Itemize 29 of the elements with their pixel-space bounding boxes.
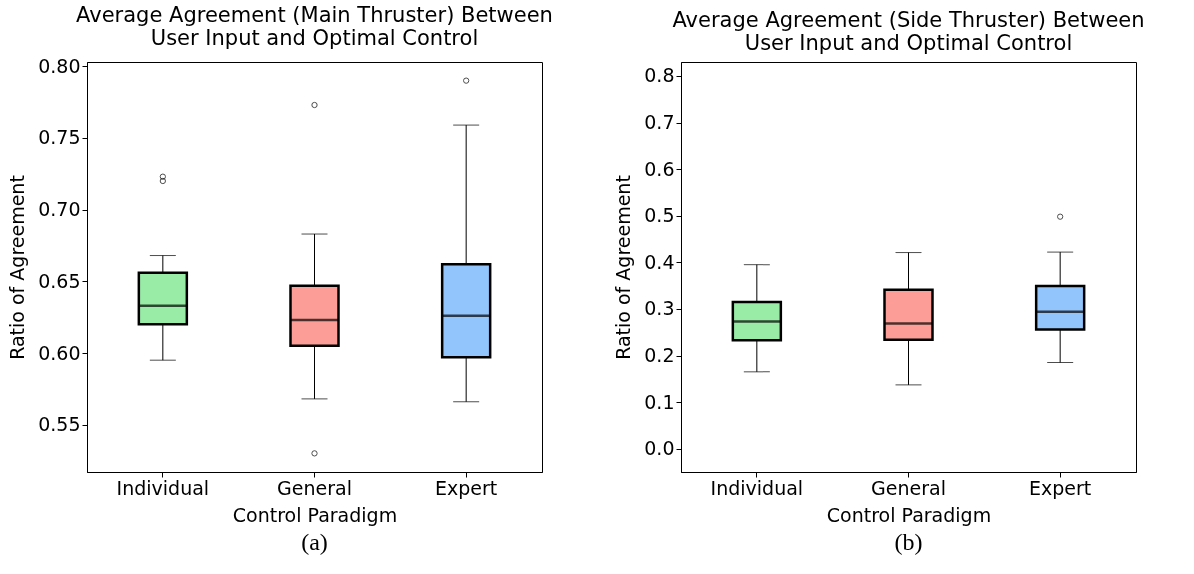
x-tick-label: General xyxy=(277,476,352,499)
y-tick-label: 0.5 xyxy=(644,204,675,227)
y-tick-label: 0.0 xyxy=(644,437,675,460)
y-tick-label: 0.6 xyxy=(644,157,675,180)
x-tick-label: Individual xyxy=(710,476,804,499)
text: (b) xyxy=(894,529,923,555)
y-tick-label: 0.65 xyxy=(38,269,81,292)
y-axis-title: Ratio of Agreement xyxy=(6,175,29,360)
y-tick-label: 0.2 xyxy=(644,344,675,367)
chart-title: Average Agreement (Side Thruster) Between User Input and Optimal Control xyxy=(672,8,1145,55)
x-tick-label: General xyxy=(871,476,946,499)
x-tick-label: Individual xyxy=(116,476,210,499)
y-tick-label: 0.4 xyxy=(644,250,675,273)
y-tick-label: 0.70 xyxy=(38,198,81,221)
y-tick-label: 0.80 xyxy=(38,54,81,77)
y-tick-label: 0.60 xyxy=(38,341,81,364)
y-tick-label: 0.3 xyxy=(644,297,675,320)
x-axis-title: Control Paradigm xyxy=(826,503,992,526)
x-tick-label: Expert xyxy=(1029,476,1092,499)
chart-title: Average Agreement (Main Thruster) Between User Input and Optimal Control xyxy=(76,3,553,51)
x-axis-title: Control Paradigm xyxy=(232,503,398,526)
y-tick-label: 0.8 xyxy=(644,64,675,87)
x-tick-label: Expert xyxy=(435,476,498,499)
y-tick-label: 0.1 xyxy=(644,390,675,413)
y-axis-title: Ratio of Agreement xyxy=(612,175,635,360)
text: (a) xyxy=(301,529,328,555)
y-tick-label: 0.7 xyxy=(644,111,675,134)
y-tick-label: 0.55 xyxy=(38,413,81,436)
y-tick-label: 0.75 xyxy=(38,126,81,149)
